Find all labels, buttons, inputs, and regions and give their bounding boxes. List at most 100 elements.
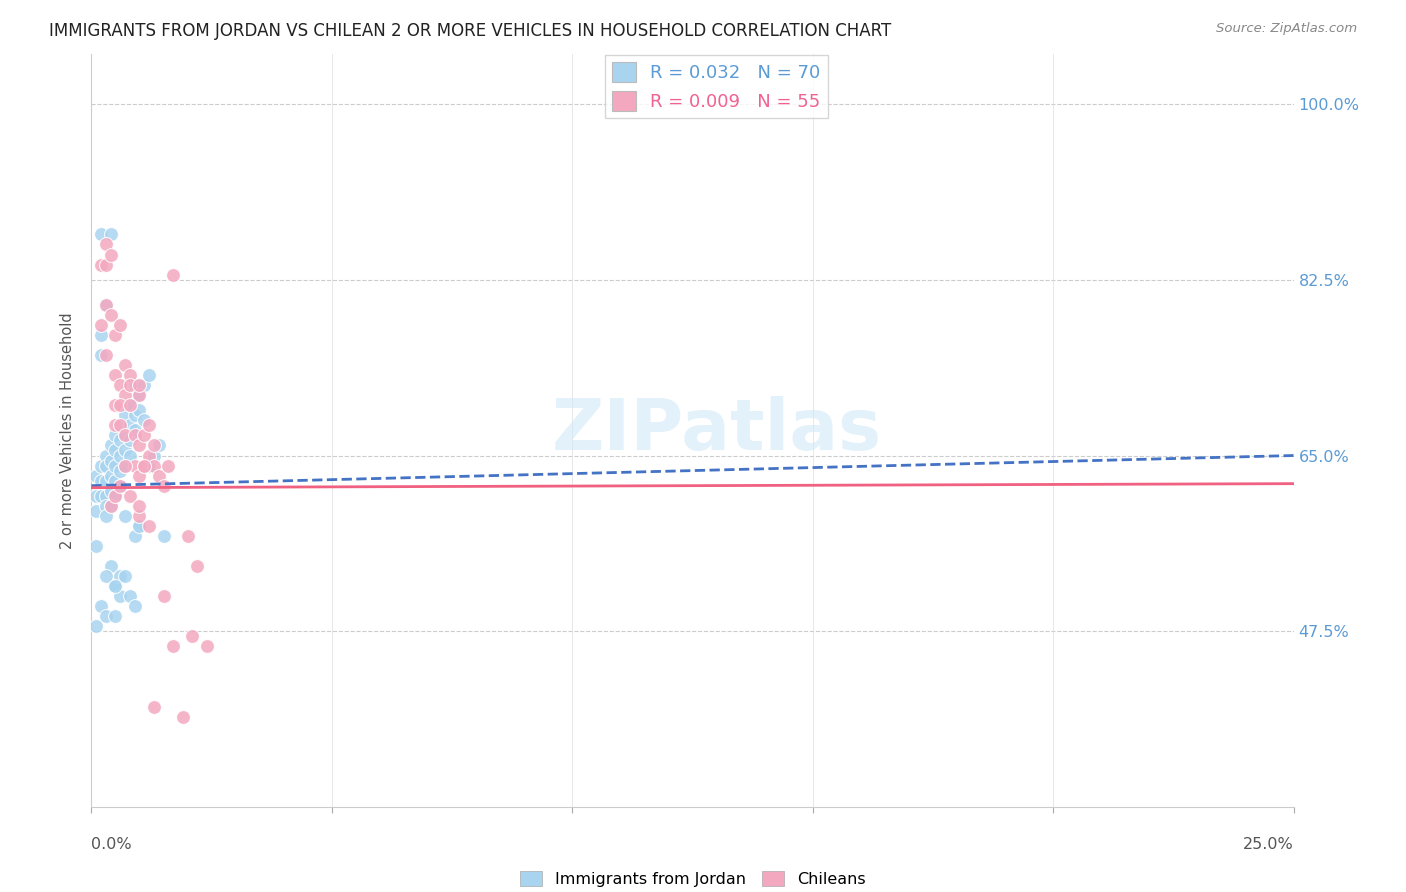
Point: [134, 428, 156, 442]
Point: [114, 458, 136, 473]
Point: [142, 699, 165, 714]
Point: [104, 579, 127, 593]
Point: [110, 418, 132, 433]
Point: [94, 499, 117, 513]
Point: [100, 499, 122, 513]
Point: [100, 247, 122, 261]
Point: [181, 629, 204, 643]
Point: [186, 559, 208, 574]
Point: [110, 398, 132, 412]
Point: [118, 434, 141, 448]
Point: [104, 368, 127, 383]
Point: [90, 599, 112, 614]
Point: [172, 710, 194, 724]
Point: [110, 449, 132, 463]
Point: [90, 348, 112, 362]
Point: [84, 619, 107, 633]
Point: [118, 418, 141, 433]
Point: [110, 418, 132, 433]
Point: [90, 318, 112, 332]
Point: [94, 237, 117, 252]
Point: [110, 434, 132, 448]
Point: [94, 258, 117, 272]
Point: [118, 378, 141, 392]
Point: [114, 428, 136, 442]
Point: [114, 358, 136, 372]
Point: [100, 499, 122, 513]
Point: [148, 438, 170, 452]
Point: [114, 409, 136, 423]
Text: ZIPatlas: ZIPatlas: [551, 396, 882, 465]
Point: [104, 443, 127, 458]
Point: [128, 519, 150, 533]
Text: 25.0%: 25.0%: [1243, 837, 1294, 852]
Point: [124, 599, 146, 614]
Point: [100, 308, 122, 322]
Point: [124, 458, 146, 473]
Point: [118, 368, 141, 383]
Point: [114, 458, 136, 473]
Point: [90, 489, 112, 503]
Point: [110, 378, 132, 392]
Point: [148, 468, 170, 483]
Point: [114, 443, 136, 458]
Point: [104, 609, 127, 624]
Point: [104, 327, 127, 342]
Point: [114, 569, 136, 583]
Point: [118, 589, 141, 603]
Point: [124, 428, 146, 442]
Point: [142, 438, 165, 452]
Point: [100, 227, 122, 242]
Point: [176, 529, 198, 543]
Point: [94, 508, 117, 523]
Point: [195, 640, 218, 654]
Point: [128, 388, 150, 402]
Point: [128, 519, 150, 533]
Point: [134, 458, 156, 473]
Point: [100, 468, 122, 483]
Point: [104, 428, 127, 442]
Point: [118, 398, 141, 412]
Point: [100, 438, 122, 452]
Point: [104, 418, 127, 433]
Point: [138, 368, 160, 383]
Point: [128, 499, 150, 513]
Point: [138, 418, 160, 433]
Point: [152, 478, 174, 492]
Point: [128, 438, 150, 452]
Point: [90, 458, 112, 473]
Point: [94, 298, 117, 312]
Point: [134, 413, 156, 427]
Text: IMMIGRANTS FROM JORDAN VS CHILEAN 2 OR MORE VEHICLES IN HOUSEHOLD CORRELATION CH: IMMIGRANTS FROM JORDAN VS CHILEAN 2 OR M…: [49, 22, 891, 40]
Point: [124, 409, 146, 423]
Point: [128, 468, 150, 483]
Point: [152, 529, 174, 543]
Y-axis label: 2 or more Vehicles in Household: 2 or more Vehicles in Household: [60, 312, 76, 549]
Point: [124, 424, 146, 438]
Point: [104, 474, 127, 488]
Point: [110, 569, 132, 583]
Point: [110, 478, 132, 492]
Point: [124, 378, 146, 392]
Point: [84, 504, 107, 518]
Point: [94, 298, 117, 312]
Point: [94, 474, 117, 488]
Legend: R = 0.032   N = 70, R = 0.009   N = 55: R = 0.032 N = 70, R = 0.009 N = 55: [605, 55, 828, 119]
Point: [94, 489, 117, 503]
Point: [90, 474, 112, 488]
Point: [84, 489, 107, 503]
Point: [90, 227, 112, 242]
Point: [124, 529, 146, 543]
Point: [110, 464, 132, 478]
Point: [114, 388, 136, 402]
Point: [110, 589, 132, 603]
Point: [114, 428, 136, 442]
Text: Source: ZipAtlas.com: Source: ZipAtlas.com: [1216, 22, 1357, 36]
Point: [134, 458, 156, 473]
Point: [114, 508, 136, 523]
Point: [118, 398, 141, 412]
Point: [104, 458, 127, 473]
Point: [100, 559, 122, 574]
Point: [100, 483, 122, 498]
Point: [138, 449, 160, 463]
